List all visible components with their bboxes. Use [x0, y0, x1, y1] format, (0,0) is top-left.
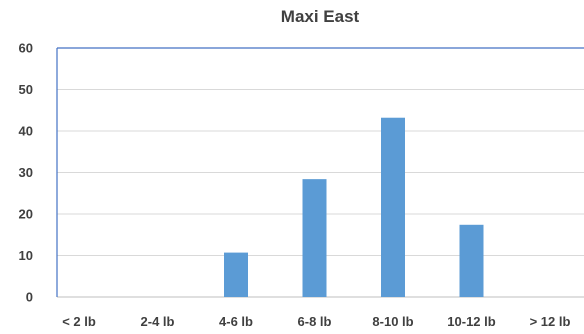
x-category-label: > 12 lb [530, 314, 571, 329]
x-category-label: < 2 lb [62, 314, 96, 329]
y-axis-ticks: 0 10 20 30 40 50 60 [19, 41, 33, 305]
bars [224, 117, 484, 297]
chart-title: Maxi East [281, 7, 360, 26]
x-axis-categories: < 2 lb 2-4 lb 4-6 lb 6-8 lb 8-10 lb 10-12 lb >… [62, 314, 570, 329]
x-category-label: 10-12 lb [447, 314, 495, 329]
y-tick-label: 20 [19, 207, 33, 222]
bar [459, 224, 484, 297]
y-tick-label: 60 [19, 41, 33, 56]
bar [224, 252, 248, 297]
y-tick-label: 30 [19, 165, 33, 180]
y-tick-label: 40 [19, 124, 33, 139]
y-tick-label: 50 [19, 82, 33, 97]
x-category-label: 6-8 lb [298, 314, 332, 329]
bar [302, 179, 327, 297]
y-tick-label: 10 [19, 248, 33, 263]
x-category-label: 4-6 lb [219, 314, 253, 329]
y-tick-label: 0 [26, 290, 33, 305]
bar [381, 117, 405, 297]
x-category-label: 2-4 lb [141, 314, 175, 329]
x-category-label: 8-10 lb [372, 314, 413, 329]
